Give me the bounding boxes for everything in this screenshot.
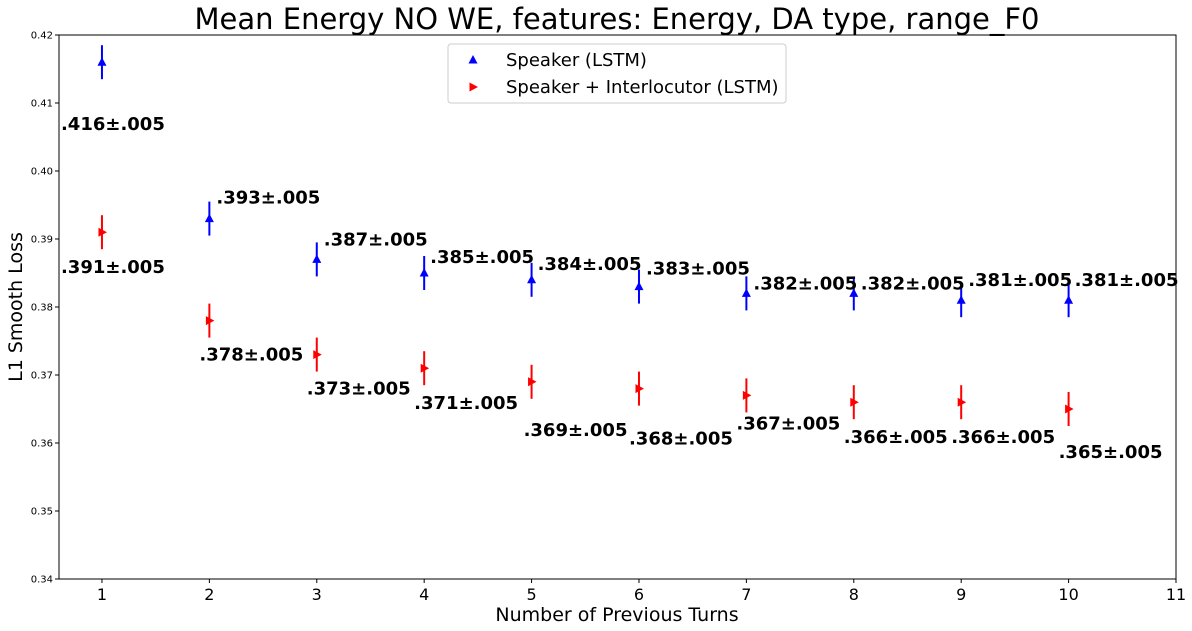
data-point xyxy=(528,377,537,387)
x-axis-ticks: 1 2 3 4 5 6 7 8 9 10 11 xyxy=(97,579,1186,604)
data-label: .378±.005 xyxy=(199,345,303,366)
data-point xyxy=(419,268,429,277)
data-point xyxy=(527,274,537,284)
x-tick-label: 6 xyxy=(634,585,644,604)
x-tick-label: 5 xyxy=(526,585,536,604)
x-tick-label: 4 xyxy=(419,585,429,604)
data-point xyxy=(97,57,107,66)
data-label: .384±.005 xyxy=(538,254,642,275)
legend: Speaker (LSTM) Speaker + Interlocutor (LS… xyxy=(447,43,787,104)
data-label: .416±.005 xyxy=(61,114,165,135)
y-tick-label: 0.36 xyxy=(31,439,53,450)
data-point xyxy=(313,350,322,360)
x-tick-label: 7 xyxy=(741,585,751,604)
x-tick-label: 11 xyxy=(1166,585,1186,604)
data-point xyxy=(1064,295,1074,304)
x-tick-label: 9 xyxy=(956,585,966,604)
data-point xyxy=(741,288,751,297)
y-tick-label: 0.39 xyxy=(31,235,53,246)
data-label: .382±.005 xyxy=(753,273,857,294)
x-tick-label: 10 xyxy=(1058,585,1078,604)
data-label: .369±.005 xyxy=(524,420,628,441)
data-point xyxy=(957,397,967,407)
data-point xyxy=(205,316,215,326)
data-point xyxy=(634,281,644,291)
legend-box xyxy=(447,43,787,104)
data-point xyxy=(849,288,859,297)
data-point xyxy=(1065,404,1074,414)
data-point xyxy=(635,384,644,394)
y-tick-label: 0.37 xyxy=(31,371,53,382)
data-point xyxy=(850,397,859,407)
data-label: .367±.005 xyxy=(736,413,840,434)
data-label: .393±.005 xyxy=(216,188,320,209)
data-label: .381±.005 xyxy=(968,270,1072,291)
y-tick-label: 0.35 xyxy=(31,507,53,518)
x-tick-label: 3 xyxy=(312,585,322,604)
data-point xyxy=(742,390,752,400)
data-label: .387±.005 xyxy=(324,229,428,250)
data-label: .381±.005 xyxy=(1075,270,1179,291)
data-point xyxy=(204,213,214,223)
x-tick-label: 2 xyxy=(204,585,214,604)
data-point xyxy=(312,254,322,263)
x-tick-label: 8 xyxy=(849,585,859,604)
y-axis-ticks: 0.34 0.35 0.36 0.37 0.38 0.39 0.40 0.41 0.42 xyxy=(31,31,59,586)
data-labels: .416±.005 .393±.005.387±.005.385±.005.384… xyxy=(61,114,1179,463)
x-axis-label: Number of Previous Turns xyxy=(495,604,738,626)
y-tick-label: 0.42 xyxy=(31,31,53,42)
legend-entry: Speaker (LSTM) xyxy=(506,50,647,71)
y-tick-label: 0.40 xyxy=(31,167,53,178)
chart-title: Mean Energy NO WE, features: Energy, DA … xyxy=(195,2,1040,36)
data-label: .366±.005 xyxy=(951,427,1055,448)
y-tick-label: 0.38 xyxy=(31,303,53,314)
data-label: .368±.005 xyxy=(629,429,733,450)
legend-entry: Speaker + Interlocutor (LSTM) xyxy=(506,77,779,98)
y-tick-label: 0.34 xyxy=(31,575,53,586)
data-label: .371±.005 xyxy=(414,393,518,414)
data-point xyxy=(956,295,966,304)
data-point xyxy=(420,363,430,373)
data-label: .373±.005 xyxy=(307,379,411,400)
data-point xyxy=(98,227,107,237)
data-label: .391±.005 xyxy=(61,257,165,278)
data-label: .366±.005 xyxy=(844,427,948,448)
data-label: .382±.005 xyxy=(861,273,965,294)
legend-marker xyxy=(469,82,478,92)
y-axis-label: L1 Smooth Loss xyxy=(5,232,27,382)
plot-area-frame xyxy=(58,34,1177,580)
legend-marker xyxy=(468,55,478,64)
data-label: .385±.005 xyxy=(430,247,534,268)
x-tick-label: 1 xyxy=(97,585,107,604)
data-label: .383±.005 xyxy=(646,259,750,280)
data-label: .365±.005 xyxy=(1059,442,1163,463)
data-marks xyxy=(97,45,1074,426)
y-tick-label: 0.41 xyxy=(31,99,53,110)
